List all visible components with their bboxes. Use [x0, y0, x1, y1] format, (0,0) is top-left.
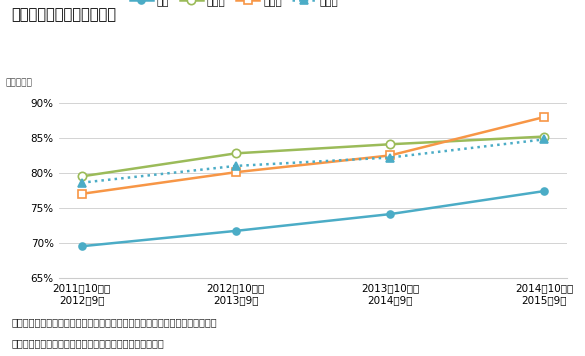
Line: 東京都: 東京都 — [77, 132, 549, 180]
全国 — [232, 229, 239, 233]
大阪府 — [78, 192, 85, 196]
東京都 — [541, 135, 548, 139]
Text: 客室稼働率: 客室稼働率 — [6, 78, 33, 87]
大阪府 — [387, 153, 394, 158]
Text: ホテルの客室稼働率の推移: ホテルの客室稼働率の推移 — [12, 7, 116, 22]
京都府 — [541, 137, 548, 141]
全国 — [387, 212, 394, 216]
東京都 — [232, 151, 239, 156]
Text: 出所）観光庁「宿泊旅行統計調査」をもとに三井住友トラスト基礎研究所作成: 出所）観光庁「宿泊旅行統計調査」をもとに三井住友トラスト基礎研究所作成 — [12, 317, 217, 327]
Legend: 全国, 東京都, 大阪府, 京都府: 全国, 東京都, 大阪府, 京都府 — [130, 0, 338, 6]
Line: 大阪府: 大阪府 — [77, 113, 549, 198]
京都府 — [78, 180, 85, 185]
Text: 注）客室稼働率は、ビジネスホテルとシティホテルの平均: 注）客室稼働率は、ビジネスホテルとシティホテルの平均 — [12, 338, 164, 348]
東京都 — [78, 174, 85, 178]
全国 — [541, 189, 548, 193]
京都府 — [387, 155, 394, 159]
Line: 京都府: 京都府 — [77, 135, 549, 187]
東京都 — [387, 142, 394, 146]
京都府 — [232, 164, 239, 168]
大阪府 — [232, 170, 239, 174]
Line: 全国: 全国 — [78, 188, 548, 250]
大阪府 — [541, 115, 548, 119]
全国 — [78, 244, 85, 248]
